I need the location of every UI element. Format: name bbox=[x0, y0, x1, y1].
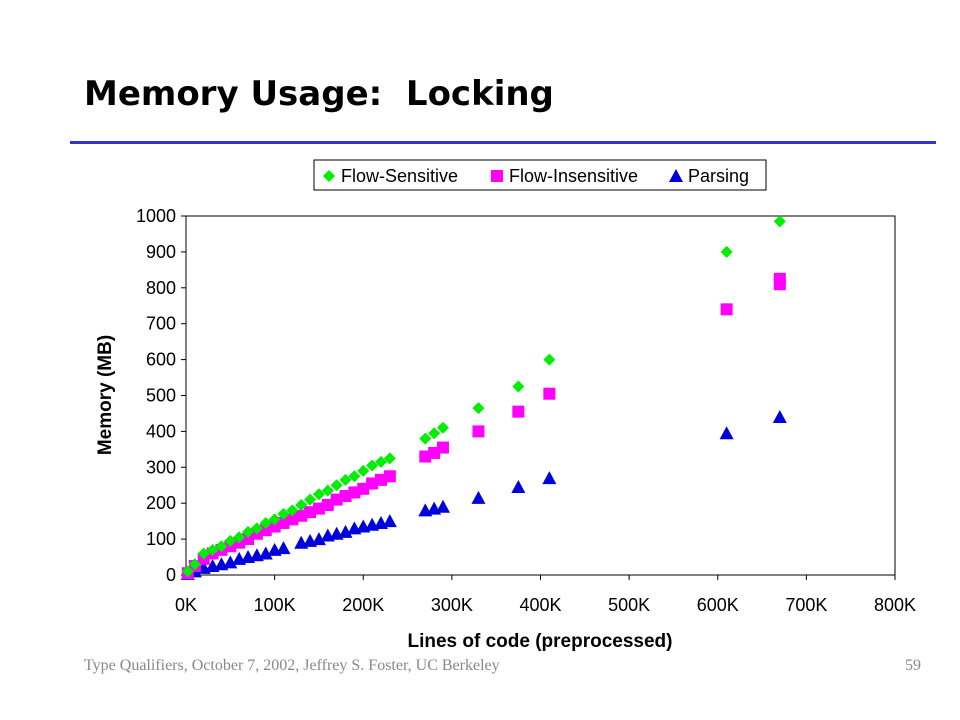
data-point-square bbox=[437, 441, 450, 454]
series-flow-insensitive bbox=[181, 272, 786, 580]
data-point-diamond bbox=[339, 473, 352, 486]
data-point-diamond bbox=[286, 504, 299, 517]
data-point-diamond bbox=[242, 525, 255, 538]
data-point-diamond bbox=[188, 558, 201, 571]
data-point-triangle bbox=[719, 426, 734, 440]
legend-marker-triangle bbox=[669, 169, 683, 182]
data-point-square bbox=[312, 502, 325, 515]
data-point-diamond bbox=[419, 432, 432, 445]
data-point-triangle bbox=[471, 490, 486, 504]
legend-marker-square bbox=[491, 170, 503, 182]
data-point-diamond bbox=[181, 565, 194, 578]
x-tick-label: 500K bbox=[608, 595, 650, 615]
data-point-diamond bbox=[215, 540, 228, 553]
data-point-square bbox=[512, 405, 525, 418]
data-point-diamond bbox=[321, 484, 334, 497]
data-point-diamond bbox=[330, 479, 343, 492]
data-point-triangle bbox=[542, 471, 557, 485]
y-tick-label: 700 bbox=[146, 314, 176, 334]
x-tick-label: 0K bbox=[175, 595, 197, 615]
y-tick-label: 300 bbox=[146, 457, 176, 477]
page-number: 59 bbox=[905, 657, 921, 674]
data-point-diamond bbox=[773, 215, 786, 228]
data-point-diamond bbox=[348, 470, 361, 483]
data-point-square bbox=[773, 272, 786, 285]
series-flow-sensitive bbox=[181, 215, 786, 578]
data-point-diamond bbox=[197, 547, 210, 560]
data-point-square bbox=[543, 387, 556, 400]
data-point-triangle bbox=[276, 541, 291, 555]
y-tick-label: 0 bbox=[166, 565, 176, 585]
data-point-triangle bbox=[436, 499, 451, 513]
x-tick-label: 300K bbox=[431, 595, 473, 615]
data-point-diamond bbox=[295, 498, 308, 511]
y-tick-label: 600 bbox=[146, 350, 176, 370]
y-tick-label: 1000 bbox=[136, 206, 176, 226]
data-point-square bbox=[472, 425, 485, 438]
data-point-diamond bbox=[268, 513, 281, 526]
legend-label: Flow-Insensitive bbox=[509, 166, 638, 186]
data-point-square bbox=[720, 303, 733, 316]
x-tick-label: 200K bbox=[342, 595, 384, 615]
slide-title: Memory Usage: Locking bbox=[84, 74, 554, 114]
data-point-triangle bbox=[258, 546, 273, 560]
x-axis-title: Lines of code (preprocessed) bbox=[407, 631, 672, 652]
footer-citation: Type Qualifiers, October 7, 2002, Jeffre… bbox=[84, 657, 500, 674]
data-point-triangle bbox=[382, 514, 397, 528]
data-point-square bbox=[383, 470, 396, 483]
legend-box bbox=[313, 159, 767, 191]
data-point-diamond bbox=[233, 531, 246, 544]
data-point-diamond bbox=[259, 516, 272, 529]
data-point-diamond bbox=[304, 493, 317, 506]
data-point-triangle bbox=[511, 480, 526, 494]
data-point-triangle bbox=[772, 410, 787, 424]
x-tick-label: 400K bbox=[519, 595, 561, 615]
x-tick-label: 700K bbox=[785, 595, 827, 615]
legend-label: Parsing bbox=[688, 166, 749, 186]
y-tick-label: 900 bbox=[146, 242, 176, 262]
data-point-triangle bbox=[223, 555, 238, 569]
data-point-diamond bbox=[383, 452, 396, 465]
y-tick-label: 400 bbox=[146, 421, 176, 441]
data-point-diamond bbox=[312, 488, 325, 501]
data-point-diamond bbox=[720, 245, 733, 258]
x-tick-label: 100K bbox=[254, 595, 296, 615]
y-axis-title: Memory (MB) bbox=[95, 335, 116, 455]
y-tick-label: 800 bbox=[146, 278, 176, 298]
legend-marker-diamond bbox=[323, 170, 335, 182]
y-tick-label: 100 bbox=[146, 529, 176, 549]
data-point-diamond bbox=[224, 534, 237, 547]
data-point-triangle bbox=[311, 532, 326, 546]
chart-legend: Flow-Sensitive Flow-Insensitive Parsing bbox=[313, 159, 767, 191]
data-point-diamond bbox=[543, 353, 556, 366]
legend-label: Flow-Sensitive bbox=[341, 166, 458, 186]
data-point-diamond bbox=[374, 455, 387, 468]
data-point-triangle bbox=[338, 524, 353, 538]
data-point-diamond bbox=[357, 464, 370, 477]
x-tick-label: 800K bbox=[874, 595, 916, 615]
title-underline bbox=[70, 141, 936, 144]
x-tick-label: 600K bbox=[697, 595, 739, 615]
data-point-diamond bbox=[472, 402, 485, 415]
data-point-diamond bbox=[366, 459, 379, 472]
data-point-diamond bbox=[437, 421, 450, 434]
data-point-diamond bbox=[206, 543, 219, 556]
y-tick-label: 500 bbox=[146, 386, 176, 406]
data-point-diamond bbox=[512, 380, 525, 393]
data-point-diamond bbox=[277, 507, 290, 520]
data-point-diamond bbox=[428, 427, 441, 440]
y-tick-label: 200 bbox=[146, 493, 176, 513]
data-point-diamond bbox=[250, 522, 263, 535]
